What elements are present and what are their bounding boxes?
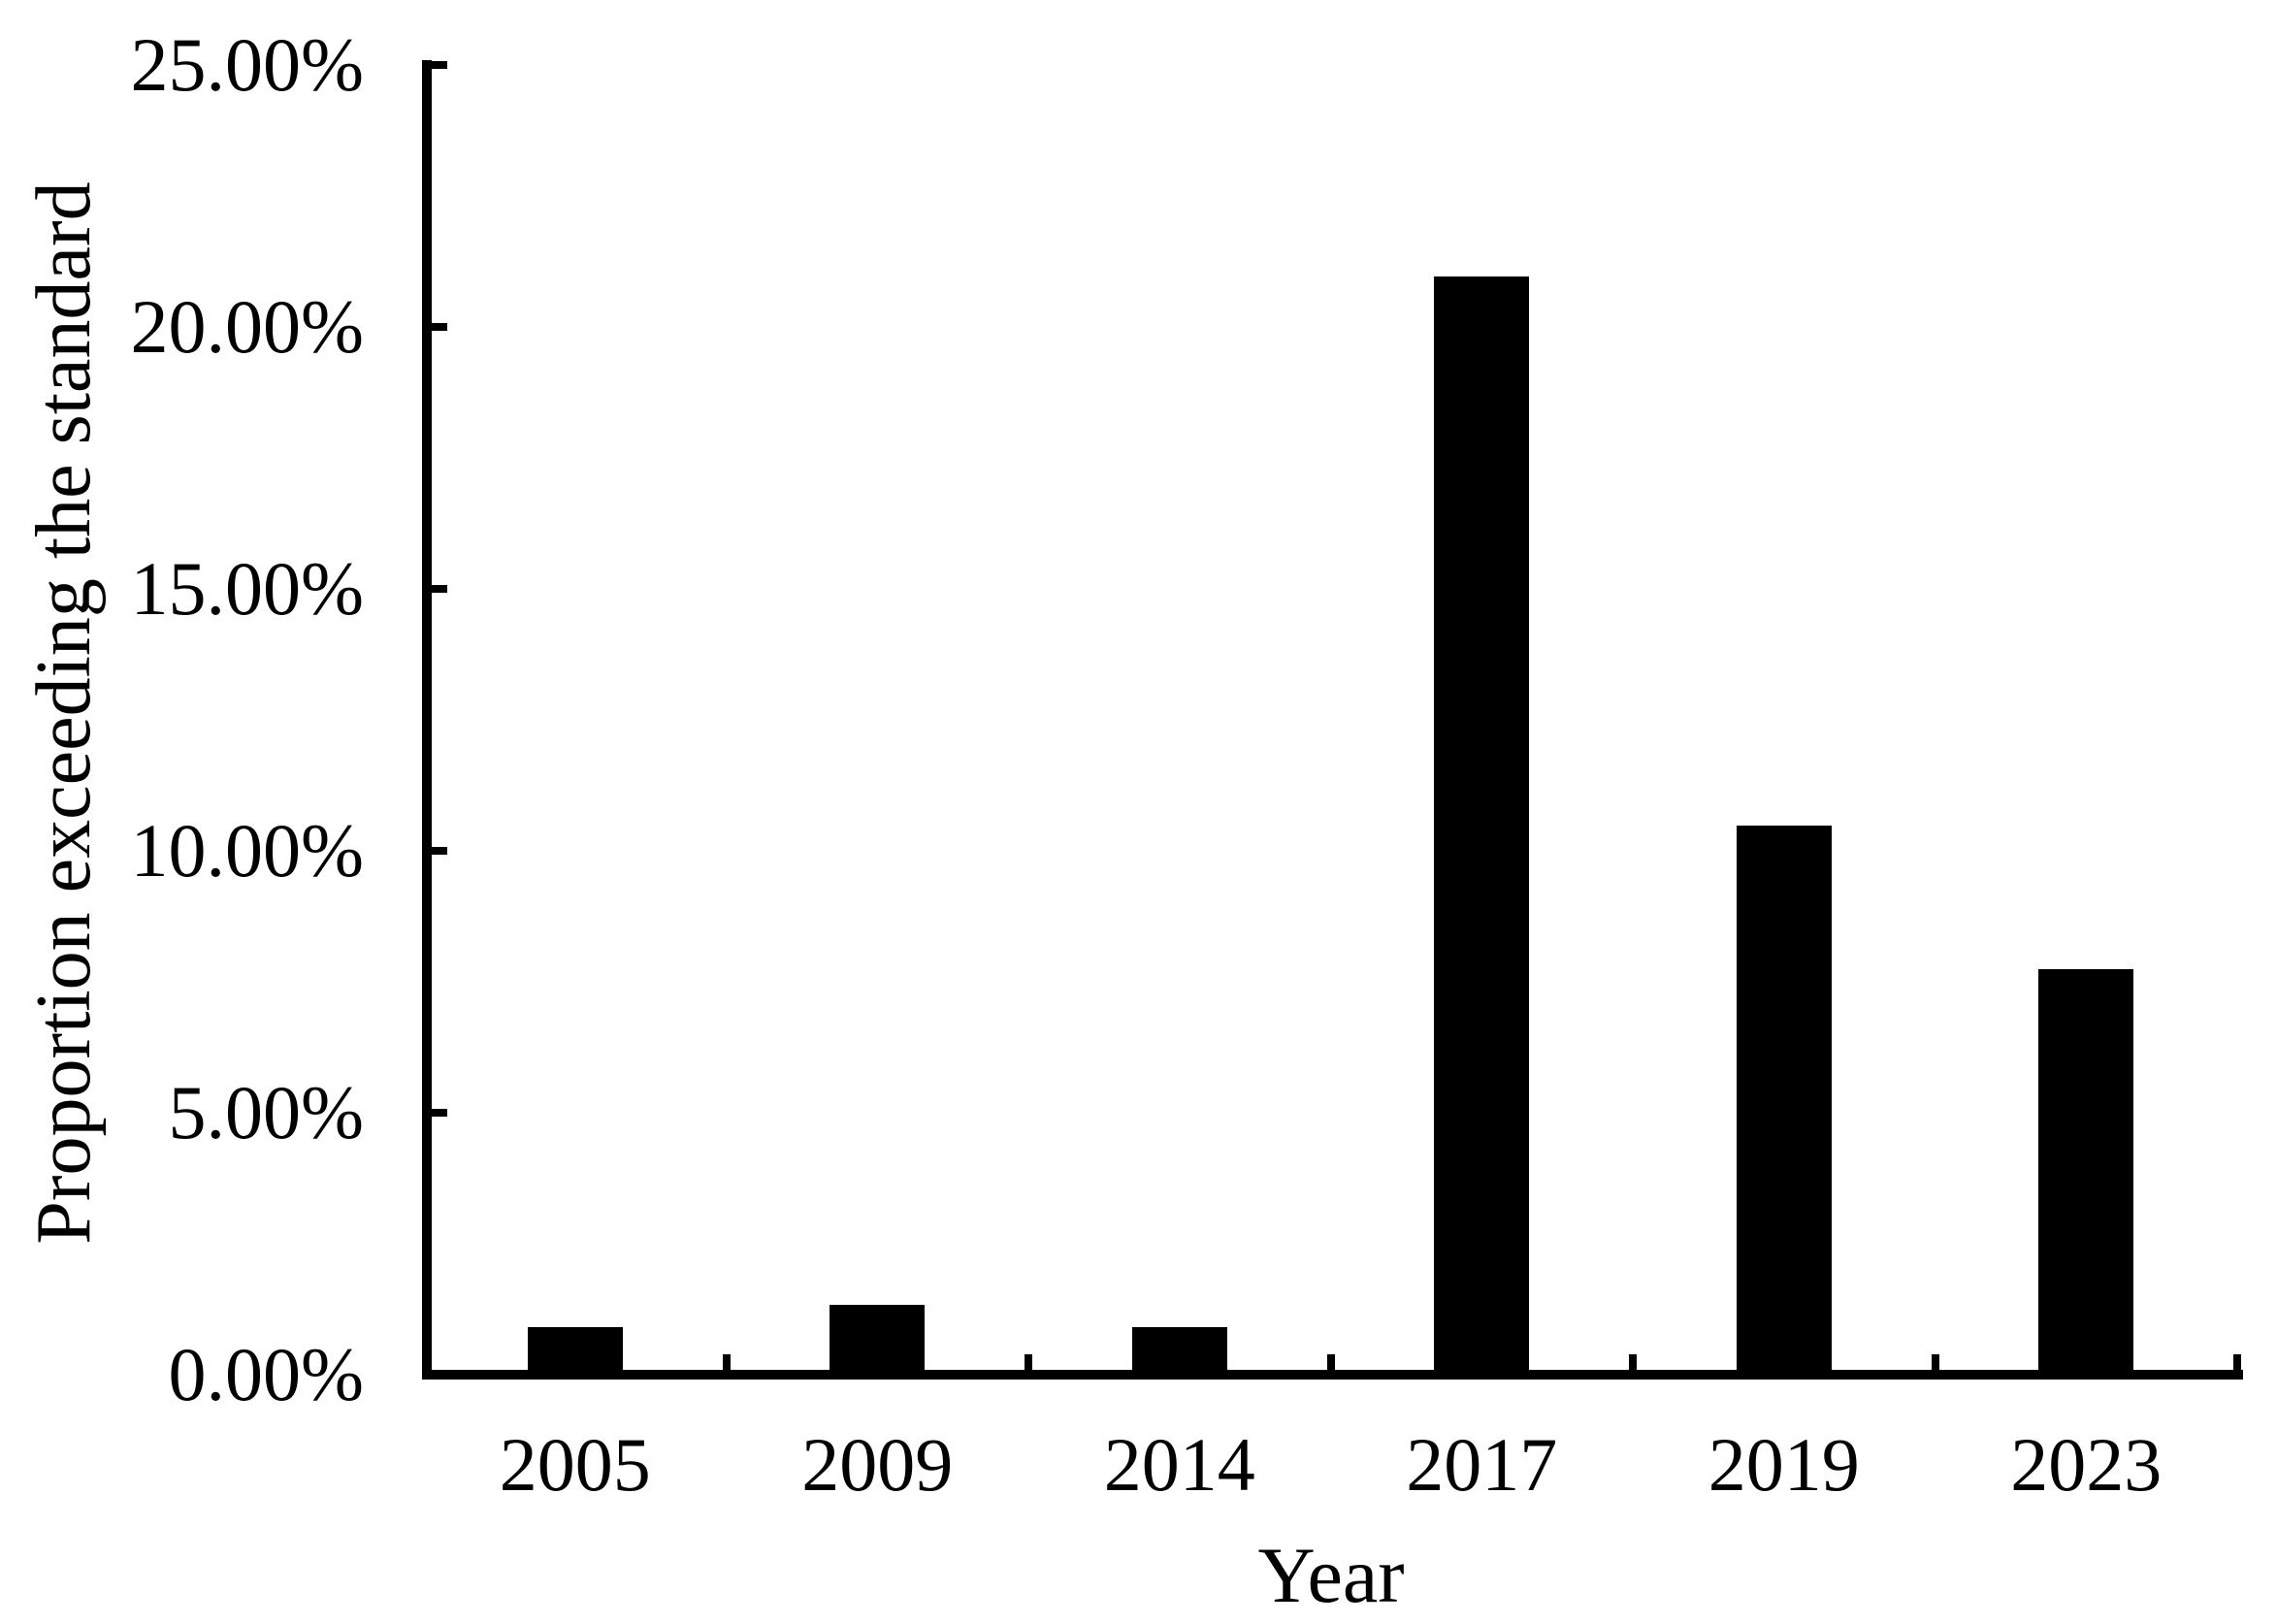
y-axis-title: Proportion exceeding the standard: [21, 181, 107, 1245]
y-tick: [432, 847, 447, 855]
x-tick-label: 2014: [1103, 1422, 1255, 1507]
y-tick-label: 10.00%: [130, 808, 364, 893]
x-tick-label: 2023: [2010, 1422, 2163, 1507]
x-axis-title: Year: [1257, 1531, 1405, 1619]
y-tick-label: 25.00%: [130, 22, 364, 107]
x-tick: [1629, 1354, 1637, 1370]
y-tick: [432, 323, 447, 331]
bar: [1434, 276, 1530, 1370]
bar: [1131, 1327, 1227, 1370]
x-tick: [1025, 1354, 1032, 1370]
y-tick-label: 5.00%: [168, 1070, 364, 1154]
x-tick: [2233, 1354, 2241, 1370]
y-tick: [432, 585, 447, 593]
y-tick-label: 15.00%: [130, 546, 364, 631]
x-tick-label: 2019: [1708, 1422, 1860, 1507]
y-axis-line: [422, 60, 432, 1380]
x-tick-label: 2009: [801, 1422, 954, 1507]
bar: [527, 1327, 623, 1370]
x-tick: [1326, 1354, 1335, 1370]
y-tick-label: 20.00%: [130, 284, 364, 369]
bar: [1736, 826, 1832, 1370]
y-tick: [432, 1109, 447, 1117]
y-tick-label: 0.00%: [168, 1332, 364, 1416]
y-tick: [432, 61, 447, 69]
x-tick: [722, 1354, 731, 1370]
x-axis-line: [422, 1370, 2243, 1380]
x-tick-label: 2017: [1406, 1422, 1558, 1507]
bar: [829, 1305, 926, 1370]
bar: [2038, 969, 2134, 1370]
x-tick-label: 2005: [499, 1422, 651, 1507]
x-tick: [1931, 1354, 1939, 1370]
